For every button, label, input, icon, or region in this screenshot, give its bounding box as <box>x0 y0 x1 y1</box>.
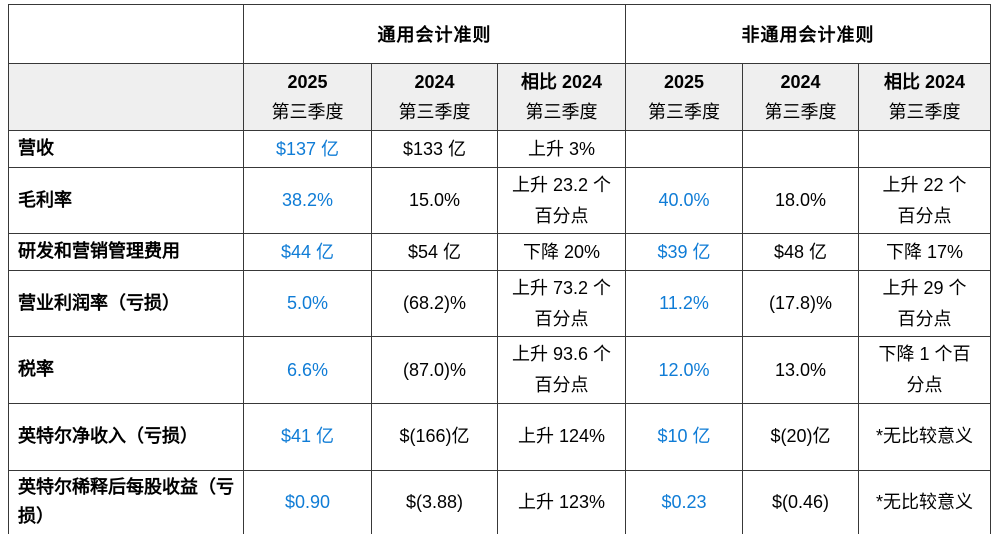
row-rd-mgmt-expenses: 研发和营销管理费用 $44 亿 $54 亿 下降 20% $39 亿 $48 亿… <box>8 233 992 272</box>
cell-op-margin-gaap-change: 上升 73.2 个百分点 <box>496 270 627 338</box>
cell-revenue-nongaap-2024 <box>742 130 860 168</box>
cell-tax-nongaap-change: 下降 1 个百分点 <box>858 336 992 404</box>
cell-eps-gaap-2024: $(3.88) <box>371 469 498 534</box>
cell-eps-gaap-2025: $0.90 <box>243 469 372 534</box>
row-label-operating-margin: 营业利润率（亏损） <box>8 270 244 338</box>
cell-rd-nongaap-change: 下降 17% <box>858 233 992 272</box>
row-operating-margin: 营业利润率（亏损） 5.0% (68.2)% 上升 73.2 个百分点 11.2… <box>8 270 992 338</box>
row-label-net-income: 英特尔净收入（亏损） <box>8 402 244 471</box>
cell-op-margin-gaap-2024: (68.2)% <box>371 270 498 338</box>
cell-rd-nongaap-2024: $48 亿 <box>742 233 860 272</box>
cell-tax-gaap-2024: (87.0)% <box>371 336 498 404</box>
row-label-rd-mgmt-expenses: 研发和营销管理费用 <box>8 233 244 272</box>
column-header-row: 2025 第三季度 2024 第三季度 相比 2024 第三季度 2025 第三… <box>8 63 992 131</box>
cell-rd-gaap-change: 下降 20% <box>496 233 627 272</box>
col-header-year: 2024 <box>414 72 455 92</box>
cell-op-margin-nongaap-change: 上升 29 个百分点 <box>858 270 992 338</box>
cell-revenue-gaap-2024: $133 亿 <box>371 130 498 168</box>
group-header-gaap: 通用会计准则 <box>242 4 627 64</box>
cell-net-income-nongaap-2024: $(20)亿 <box>742 402 860 471</box>
corner-cell-bottom <box>8 63 244 131</box>
cell-net-income-nongaap-change: *无比较意义 <box>858 402 992 471</box>
col-header-quarter: 第三季度 <box>648 102 721 122</box>
row-label-tax-rate: 税率 <box>8 336 244 404</box>
cell-op-margin-gaap-2025: 5.0% <box>243 270 372 338</box>
row-label-diluted-eps: 英特尔稀释后每股收益（亏损） <box>8 469 244 534</box>
col-header-quarter: 第三季度 <box>525 102 598 122</box>
cell-net-income-gaap-2024: $(166)亿 <box>371 402 498 471</box>
cell-tax-nongaap-2024: 13.0% <box>742 336 860 404</box>
col-header-gaap-change: 相比 2024 第三季度 <box>496 63 627 131</box>
cell-revenue-nongaap-change <box>858 130 992 168</box>
col-header-quarter: 第三季度 <box>888 102 961 122</box>
col-header-nongaap-2025: 2025 第三季度 <box>625 63 744 131</box>
row-gross-margin: 毛利率 38.2% 15.0% 上升 23.2 个百分点 40.0% 18.0%… <box>8 166 992 235</box>
col-header-year: 2025 <box>663 72 705 92</box>
cell-tax-nongaap-2025: 12.0% <box>625 336 744 404</box>
cell-revenue-gaap-2025: $137 亿 <box>243 130 372 168</box>
row-net-income: 英特尔净收入（亏损） $41 亿 $(166)亿 上升 124% $10 亿 $… <box>8 402 992 471</box>
cell-net-income-nongaap-2025: $10 亿 <box>625 402 744 471</box>
row-label-gross-margin: 毛利率 <box>8 166 244 235</box>
cell-rd-nongaap-2025: $39 亿 <box>625 233 744 272</box>
group-header-non-gaap: 非通用会计准则 <box>625 4 992 64</box>
col-header-quarter: 第三季度 <box>398 102 471 122</box>
cell-net-income-gaap-change: 上升 124% <box>496 402 627 471</box>
cell-op-margin-nongaap-2024: (17.8)% <box>742 270 860 338</box>
cell-gross-margin-gaap-2024: 15.0% <box>371 166 498 235</box>
cell-gross-margin-nongaap-2024: 18.0% <box>742 166 860 235</box>
col-header-vs: 相比 2024 <box>520 72 603 92</box>
col-header-quarter: 第三季度 <box>764 102 837 122</box>
cell-op-margin-nongaap-2025: 11.2% <box>625 270 744 338</box>
cell-eps-nongaap-2024: $(0.46) <box>742 469 860 534</box>
cell-gross-margin-gaap-change: 上升 23.2 个百分点 <box>496 166 627 235</box>
col-header-year: 2025 <box>287 72 328 92</box>
group-header-row: 通用会计准则 非通用会计准则 <box>8 4 992 64</box>
row-diluted-eps: 英特尔稀释后每股收益（亏损） $0.90 $(3.88) 上升 123% $0.… <box>8 469 992 534</box>
results-table: 通用会计准则 非通用会计准则 2025 第三季度 2024 第三季度 相比 20… <box>8 4 992 534</box>
cell-tax-gaap-2025: 6.6% <box>243 336 372 404</box>
cell-eps-nongaap-change: *无比较意义 <box>858 469 992 534</box>
col-header-quarter: 第三季度 <box>271 102 344 122</box>
cell-eps-nongaap-2025: $0.23 <box>625 469 744 534</box>
row-revenue: 营收 $137 亿 $133 亿 上升 3% <box>8 130 992 168</box>
col-header-gaap-2024: 2024 第三季度 <box>371 63 498 131</box>
row-tax-rate: 税率 6.6% (87.0)% 上升 93.6 个百分点 12.0% 13.0%… <box>8 336 992 404</box>
cell-revenue-gaap-change: 上升 3% <box>496 130 627 168</box>
col-header-vs: 相比 2024 <box>884 72 966 92</box>
cell-eps-gaap-change: 上升 123% <box>496 469 627 534</box>
cell-gross-margin-gaap-2025: 38.2% <box>243 166 372 235</box>
col-header-nongaap-2024: 2024 第三季度 <box>742 63 860 131</box>
cell-revenue-nongaap-2025 <box>625 130 744 168</box>
col-header-year: 2024 <box>780 72 821 92</box>
cell-rd-gaap-2025: $44 亿 <box>243 233 372 272</box>
row-label-revenue: 营收 <box>8 130 244 168</box>
cell-rd-gaap-2024: $54 亿 <box>371 233 498 272</box>
cell-net-income-gaap-2025: $41 亿 <box>243 402 372 471</box>
col-header-gaap-2025: 2025 第三季度 <box>243 63 372 131</box>
corner-cell-top <box>8 4 244 64</box>
cell-gross-margin-nongaap-change: 上升 22 个百分点 <box>858 166 992 235</box>
col-header-nongaap-change: 相比 2024 第三季度 <box>858 63 992 131</box>
cell-tax-gaap-change: 上升 93.6 个百分点 <box>496 336 627 404</box>
cell-gross-margin-nongaap-2025: 40.0% <box>625 166 744 235</box>
